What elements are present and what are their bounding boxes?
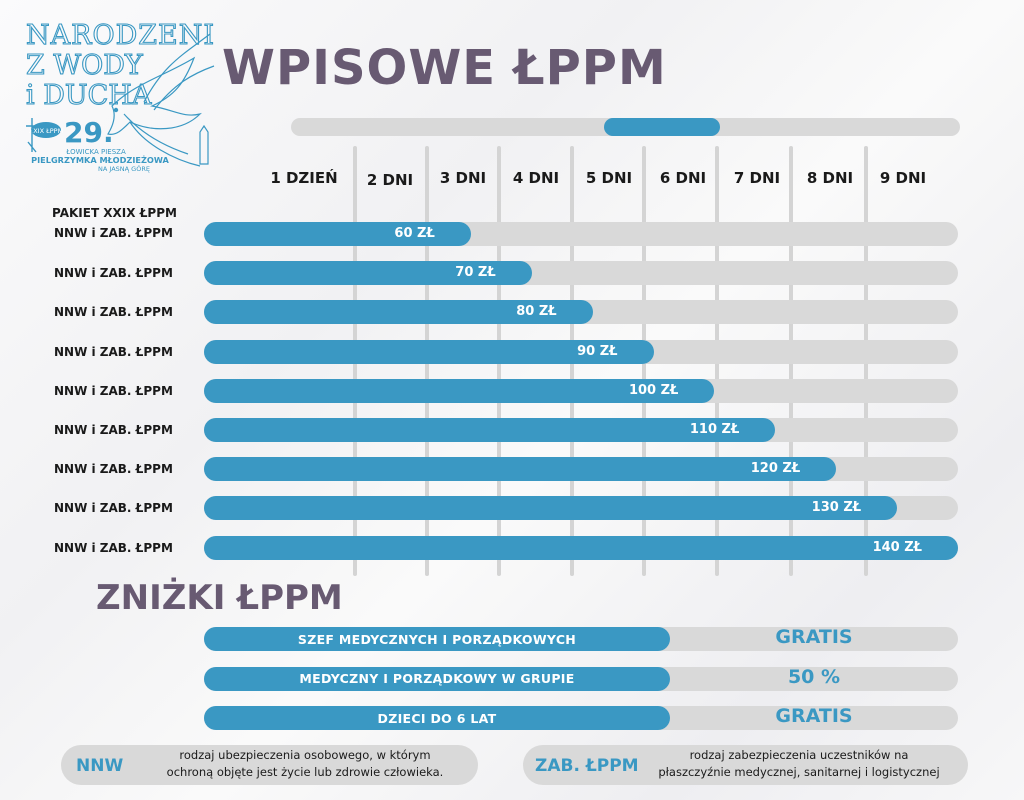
logo-title-line-1: NARODZENI (26, 20, 215, 51)
logo-subtitle-1: ŁOWICKA PIESZA (65, 148, 126, 156)
bar-value-label: 100 ZŁ (628, 382, 679, 398)
legend-zab (523, 745, 968, 785)
bar (204, 339, 654, 364)
discount-value: GRATIS (775, 626, 853, 648)
legend-zab-term: ZAB. ŁPPM (535, 756, 639, 776)
bar (204, 457, 837, 482)
x-tick-label: 5 DNI (585, 169, 633, 187)
row-label: NNW i ZAB. ŁPPM (54, 423, 173, 437)
legend-nnw (61, 745, 478, 785)
x-tick-label: 7 DNI (733, 169, 781, 187)
row-label: NNW i ZAB. ŁPPM (54, 383, 173, 398)
discount-label: DZIECI DO 6 LAT (204, 706, 670, 730)
discount-label: MEDYCZNY I PORZĄDKOWY W GRUPIE (204, 666, 670, 691)
x-tick-label: 3 DNI (439, 169, 487, 187)
bar (204, 261, 532, 286)
x-tick-label: 6 DNI (659, 169, 707, 187)
legend-zab-line-2: płaszczyźnie medycznej, sanitarnej i log… (658, 765, 940, 779)
bar (204, 378, 715, 403)
logo-title-line-3: i DUCHA (26, 80, 152, 111)
pilgrimage-logo: NARODZENI Z WODY i DUCHA XXIX ŁPPM 29. Ł… (25, 19, 215, 173)
x-tick-label: 9 DNI (879, 169, 927, 187)
discount-value: 50 % (787, 665, 841, 688)
bar-value-label: 130 ZŁ (811, 500, 862, 516)
logo-title-line-2: Z WODY (26, 50, 144, 81)
x-tick-label: 8 DNI (806, 169, 854, 187)
discounts-title: ZNIŻKI ŁPPM (96, 578, 343, 618)
dove-icon (107, 33, 215, 167)
bar-value-label: 110 ZŁ (689, 422, 740, 437)
legend-zab-line-1: rodzaj zabezpieczenia uczestników na (689, 748, 909, 762)
bar-value-label: 140 ZŁ (872, 539, 922, 555)
logo-seal-text: XXIX ŁPPM (29, 127, 63, 135)
row-label: NNW i ZAB. ŁPPM (54, 344, 173, 359)
bar-value-label: 120 ZŁ (750, 461, 801, 477)
discount-label: SZEF MEDYCZNYCH I PORZĄDKOWYCH (204, 627, 670, 651)
bar (204, 300, 593, 325)
page-title: WPISOWE ŁPPM (222, 40, 667, 96)
discount-value: GRATIS (775, 705, 853, 727)
bar-value-label: 90 ZŁ (577, 343, 618, 359)
legend-nnw-line-1: rodzaj ubezpieczenia osobowego, w którym (179, 748, 431, 762)
row-label: NNW i ZAB. ŁPPM (54, 226, 173, 240)
legend-nnw-line-2: ochroną objęte jest życie lub zdrowie cz… (166, 765, 444, 779)
logo-number: 29. (64, 116, 114, 149)
bar-value-label: 70 ZŁ (455, 265, 496, 281)
chart-header-label: PAKIET XXIX ŁPPM (52, 206, 177, 220)
legend-nnw-term: NNW (76, 756, 124, 776)
row-label: NNW i ZAB. ŁPPM (54, 305, 173, 320)
scroll-thumb[interactable] (604, 118, 720, 136)
row-label: NNW i ZAB. ŁPPM (54, 266, 173, 281)
logo-subtitle-3: NA JASNĄ GÓRĘ (98, 164, 150, 173)
x-tick-label: 4 DNI (512, 169, 560, 187)
logo-subtitle-2: PIELGRZYMKA MŁODZIEŻOWA (31, 155, 169, 165)
bar (204, 496, 898, 521)
bar (204, 222, 471, 246)
row-label: NNW i ZAB. ŁPPM (54, 501, 173, 516)
x-tick-label: 1 DZIEŃ (270, 169, 338, 187)
bar-value-label: 80 ZŁ (516, 304, 557, 320)
x-tick-label: 2 DNI (366, 171, 414, 189)
bar-value-label: 60 ZŁ (394, 226, 435, 241)
row-label: NNW i ZAB. ŁPPM (54, 462, 173, 477)
seal-icon: XXIX ŁPPM (26, 118, 63, 153)
bar (204, 535, 958, 560)
bar (204, 418, 776, 442)
row-label: NNW i ZAB. ŁPPM (54, 540, 173, 555)
